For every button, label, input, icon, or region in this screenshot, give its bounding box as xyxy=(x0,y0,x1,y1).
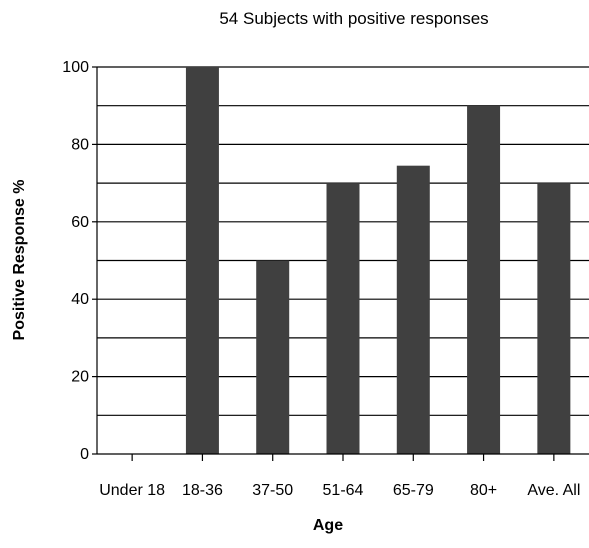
y-tick-label: 0 xyxy=(80,446,89,463)
bar xyxy=(185,67,219,454)
x-axis-label: Age xyxy=(313,517,343,534)
x-category-label: 18-36 xyxy=(182,482,223,499)
x-category-label: Ave. All xyxy=(527,482,580,499)
y-tick-label: 100 xyxy=(62,59,89,76)
y-axis-label: Positive Response % xyxy=(11,180,28,341)
y-tick-label: 40 xyxy=(71,291,89,308)
bar xyxy=(396,165,430,454)
bars xyxy=(185,67,571,454)
bar xyxy=(326,183,360,454)
x-category-label: 51-64 xyxy=(323,482,364,499)
bar xyxy=(467,105,501,454)
x-category-labels: Under 18 18-36 37-50 51-64 65-79 80+ Ave. All xyxy=(99,482,580,499)
x-category-label: Under 18 xyxy=(99,482,165,499)
bar xyxy=(256,260,290,454)
y-tick-label: 60 xyxy=(71,214,89,231)
chart-title: 54 Subjects with positive responses xyxy=(219,9,488,28)
axes xyxy=(92,66,589,461)
bar xyxy=(537,183,571,454)
y-tick-label: 20 xyxy=(71,369,89,386)
y-tick-label: 80 xyxy=(71,136,89,153)
x-category-label: 65-79 xyxy=(393,482,434,499)
x-category-label: 37-50 xyxy=(252,482,293,499)
x-category-label: 80+ xyxy=(470,482,497,499)
y-tick-labels: 0 20 40 60 80 100 xyxy=(62,59,89,463)
